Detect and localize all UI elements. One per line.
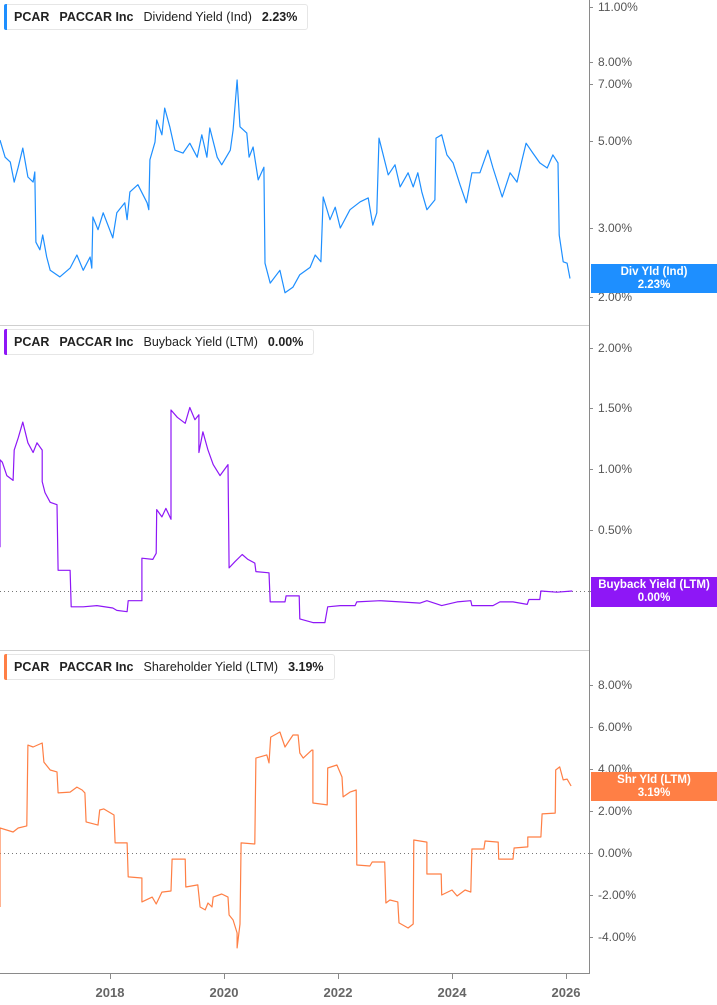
badge-value: 2.23% (637, 279, 671, 291)
x-tick-label: 2024 (437, 985, 467, 1000)
shareholder-yield-line (0, 731, 572, 949)
y-tick-label: 7.00% (598, 77, 633, 91)
legend-company: PACCAR Inc (59, 660, 134, 674)
legend-company: PACCAR Inc (59, 10, 134, 24)
y-tick-label: 0.00% (598, 846, 633, 860)
x-tick-label: 2018 (95, 985, 125, 1000)
legend-shareholder-yield[interactable]: PCAR PACCAR Inc Shareholder Yield (LTM) … (4, 654, 335, 680)
legend-company: PACCAR Inc (59, 335, 134, 349)
y-tick-label: 2.00% (598, 290, 633, 304)
y-tick-marks (590, 7, 593, 938)
legend-value: 0.00% (267, 335, 304, 349)
dividend-yield-line (0, 79, 571, 294)
y-tick-label: -2.00% (598, 888, 637, 902)
x-tick-label: 2020 (209, 985, 239, 1000)
legend-value: 2.23% (261, 10, 298, 24)
y-tick-label: 1.00% (598, 462, 633, 476)
legend-value: 3.19% (288, 660, 324, 674)
legend-metric: Shareholder Yield (LTM) (143, 660, 279, 674)
x-tick-label: 2026 (551, 985, 581, 1000)
series-color-swatch (4, 4, 7, 30)
y-tick-label: 2.00% (598, 341, 633, 355)
legend-metric: Buyback Yield (LTM) (143, 335, 258, 349)
y-tick-label: 8.00% (598, 678, 633, 692)
badge-value: 3.19% (637, 787, 671, 799)
x-tick-marks (110, 974, 567, 979)
badge-value: 0.00% (637, 592, 671, 604)
x-tick-label: 2022 (323, 985, 353, 1000)
legend-ticker: PCAR (14, 335, 50, 349)
badge-label: Shr Yld (LTM) (617, 774, 691, 786)
y-tick-label: 11.00% (598, 0, 638, 14)
y-tick-label: 3.00% (598, 221, 633, 235)
last-value-badge-buyback: Buyback Yield (LTM) 0.00% (591, 577, 717, 607)
legend-ticker: PCAR (14, 660, 50, 674)
legend-ticker: PCAR (14, 10, 50, 24)
y-tick-label: 6.00% (598, 720, 633, 734)
buyback-yield-line (0, 406, 573, 624)
y-tick-label: 5.00% (598, 134, 633, 148)
badge-label: Div Yld (Ind) (620, 266, 688, 278)
y-tick-label: 8.00% (598, 55, 633, 69)
badge-label: Buyback Yield (LTM) (598, 579, 710, 591)
y-tick-label: -4.00% (598, 930, 637, 944)
y-tick-label: 1.50% (598, 401, 633, 415)
legend-metric: Dividend Yield (Ind) (143, 10, 252, 24)
legend-dividend-yield[interactable]: PCAR PACCAR Inc Dividend Yield (Ind) 2.2… (4, 4, 309, 30)
y-tick-label: 0.50% (598, 523, 633, 537)
series-color-swatch (4, 329, 7, 355)
legend-buyback-yield[interactable]: PCAR PACCAR Inc Buyback Yield (LTM) 0.00… (4, 329, 315, 355)
y-tick-label: 2.00% (598, 804, 633, 818)
last-value-badge-dividend: Div Yld (Ind) 2.23% (591, 264, 717, 293)
last-value-badge-shareholder: Shr Yld (LTM) 3.19% (591, 772, 717, 801)
series-color-swatch (4, 654, 7, 680)
